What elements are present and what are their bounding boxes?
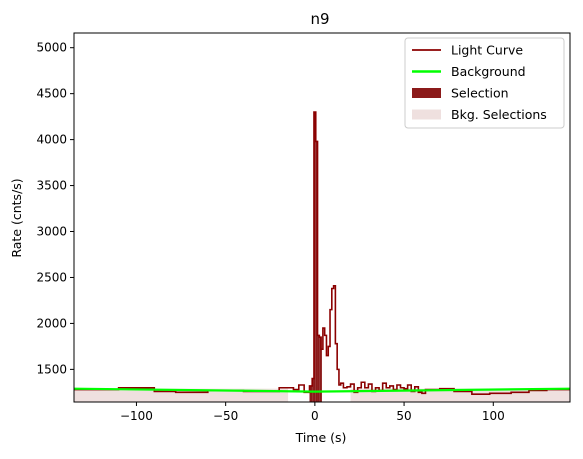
x-tick-label: 0 xyxy=(311,409,319,423)
y-tick-label: 2000 xyxy=(36,316,67,330)
y-tick-label: 4500 xyxy=(36,87,67,101)
chart-title: n9 xyxy=(310,10,329,28)
x-axis-label: Time (s) xyxy=(295,430,347,445)
legend-label-2: Selection xyxy=(451,86,509,101)
background-series xyxy=(73,387,571,393)
x-axis-ticks: −100 −50 0 50 100 xyxy=(120,402,505,423)
axes-frame xyxy=(73,32,571,403)
legend-swatch-3 xyxy=(412,109,441,120)
legend-label-3: Bkg. Selections xyxy=(451,107,547,122)
selection-bar-16 xyxy=(321,349,322,402)
selection-layer xyxy=(309,112,322,403)
y-tick-label: 2500 xyxy=(36,270,67,284)
x-tick-label: 50 xyxy=(396,409,411,423)
y-tick-label: 4000 xyxy=(36,133,67,147)
y-tick-label: 3500 xyxy=(36,179,67,193)
selection-bar-15 xyxy=(319,337,322,402)
selection-bar-12 xyxy=(313,112,316,402)
y-axis-label: Rate (cnts/s) xyxy=(9,178,24,257)
bkg-selection-band-0 xyxy=(74,388,289,402)
y-tick-label: 3000 xyxy=(36,225,67,239)
legend-swatch-2 xyxy=(412,88,441,98)
selection-bar-10 xyxy=(309,385,313,402)
selection-bar-14 xyxy=(317,335,320,402)
legend-label-1: Background xyxy=(451,64,526,79)
y-tick-label: 5000 xyxy=(36,41,67,55)
selection-bar-11 xyxy=(312,378,314,402)
x-tick-label: 100 xyxy=(482,409,505,423)
x-tick-label: −50 xyxy=(213,409,238,423)
y-axis-ticks: 1500 2000 2500 3000 3500 4000 4500 5000 xyxy=(36,41,74,376)
legend-box xyxy=(404,37,565,129)
legend-label-0: Light Curve xyxy=(451,43,523,58)
x-tick-label: −100 xyxy=(120,409,153,423)
legend: Light Curve Background Selection Bkg. Selec… xyxy=(404,37,565,129)
y-tick-label: 1500 xyxy=(36,362,67,376)
selection-bar-13 xyxy=(315,141,318,403)
